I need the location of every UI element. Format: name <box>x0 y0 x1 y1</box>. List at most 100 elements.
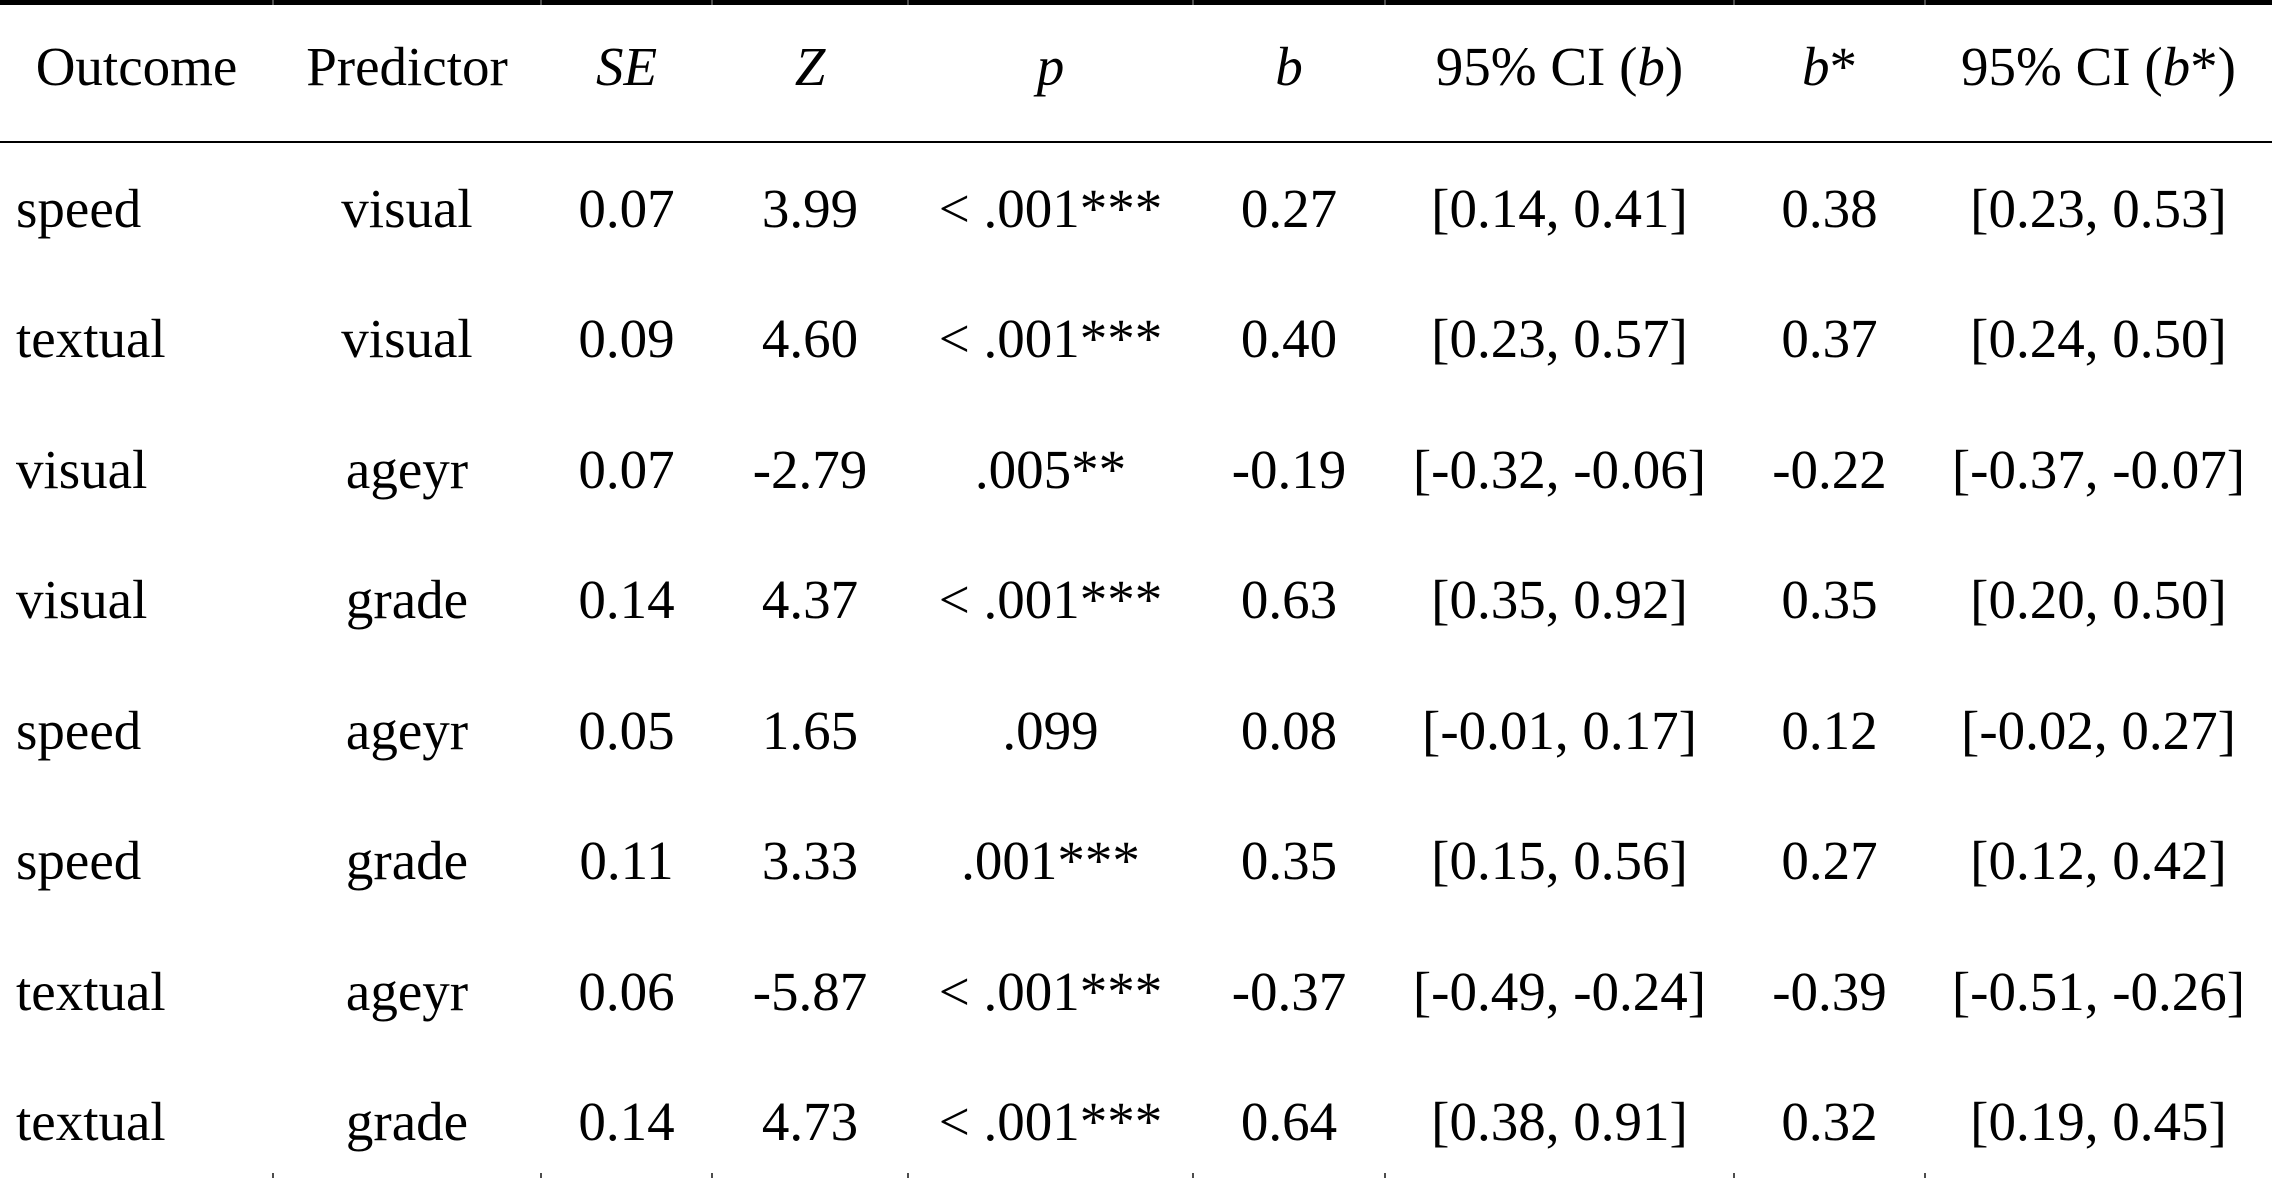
cell-z: 3.99 <box>761 177 859 239</box>
column-boundary-notch <box>1191 127 1195 129</box>
column-header-b: b <box>1193 2 1385 143</box>
column-boundary-notch <box>1732 127 1736 129</box>
column-header-predictor: Predictor <box>273 2 541 143</box>
column-header-ci_b: 95% CI (b) <box>1385 2 1734 143</box>
cell-b: 0.35 <box>1240 830 1338 892</box>
column-boundary-notch <box>271 127 275 129</box>
cell-outcome: speed <box>16 699 142 761</box>
cell-se: 0.11 <box>579 830 674 892</box>
table-row: speed grade 0.11 3.33 .001*** 0.35 [0.15, 0.56… <box>0 796 2272 927</box>
table-row: speed ageyr 0.05 1.65 .099 0.08 [-0.01, 0.17] 0… <box>0 665 2272 796</box>
column-boundary-notch <box>1924 0 1926 5</box>
cell-p: < .001*** <box>938 569 1163 631</box>
column-boundary-notch <box>1384 1173 1386 1178</box>
cell-se: 0.05 <box>578 699 675 761</box>
cell-b: 0.40 <box>1240 308 1338 370</box>
cell-predictor: visual <box>341 177 473 239</box>
cell-z: -2.79 <box>752 438 868 500</box>
cell-b: -0.19 <box>1231 438 1347 500</box>
cell-b: 0.27 <box>1240 177 1338 239</box>
table-row: visual grade 0.14 4.37 < .001*** 0.63 [0.35, 0… <box>0 535 2272 666</box>
cell-p: < .001*** <box>938 177 1163 239</box>
cell-b_star: 0.37 <box>1781 308 1878 370</box>
cell-z: 3.33 <box>761 830 859 892</box>
column-boundary-notch <box>272 0 274 5</box>
cell-b_star: 0.32 <box>1781 1091 1878 1153</box>
cell-ci_b_star: [0.19, 0.45] <box>1970 1091 2227 1153</box>
column-boundary-notch <box>1383 127 1387 129</box>
column-header-outcome: Outcome <box>0 2 273 143</box>
cell-outcome: textual <box>16 960 166 1022</box>
cell-p: .005** <box>974 438 1127 500</box>
cell-ci_b_star: [-0.51, -0.26] <box>1951 960 2246 1022</box>
cell-ci_b_star: [-0.37, -0.07] <box>1951 438 2246 500</box>
table-row: visual ageyr 0.07 -2.79 .005** -0.19 [-0.32, -… <box>0 404 2272 535</box>
cell-b_star: -0.39 <box>1772 960 1887 1022</box>
column-header-ci_b_star: 95% CI (b*) <box>1925 2 2272 143</box>
cell-z: 4.60 <box>761 308 859 370</box>
cell-p: .099 <box>1002 699 1099 761</box>
cell-z: 1.65 <box>761 699 859 761</box>
cell-z: -5.87 <box>752 960 868 1022</box>
cell-predictor: grade <box>345 1091 469 1153</box>
cell-predictor: grade <box>345 830 469 892</box>
column-boundary-notch <box>1384 0 1386 5</box>
cell-outcome: textual <box>16 308 166 370</box>
column-boundary-notch <box>540 0 542 5</box>
cell-outcome: speed <box>16 177 142 239</box>
column-boundary-notch <box>711 0 713 5</box>
cell-p: .001*** <box>961 830 1140 892</box>
table-row: textual visual 0.09 4.60 < .001*** 0.40 [0.23,… <box>0 274 2272 405</box>
table-body: speed visual 0.07 3.99 < .001*** 0.27 [0.14, 0… <box>0 142 2272 1183</box>
cell-predictor: ageyr <box>345 699 469 761</box>
column-boundary-notch <box>711 1173 713 1178</box>
column-boundary-notch <box>1924 1173 1926 1178</box>
cell-outcome: speed <box>16 830 142 892</box>
column-boundary-notch <box>1192 0 1194 5</box>
column-boundary-notch <box>1923 127 1927 129</box>
column-header-b_star: b* <box>1734 2 1925 143</box>
cell-se: 0.09 <box>578 308 675 370</box>
cell-predictor: visual <box>341 308 473 370</box>
column-boundary-notch <box>540 1173 542 1178</box>
cell-ci_b_star: [0.20, 0.50] <box>1970 569 2227 631</box>
cell-b: -0.37 <box>1231 960 1347 1022</box>
cell-se: 0.07 <box>578 438 675 500</box>
cell-ci_b: [-0.49, -0.24] <box>1412 960 1707 1022</box>
cell-se: 0.14 <box>578 569 675 631</box>
cell-outcome: visual <box>16 438 148 500</box>
column-boundary-notch <box>539 127 543 129</box>
cell-b_star: -0.22 <box>1772 438 1887 500</box>
cell-outcome: visual <box>16 569 148 631</box>
cell-b: 0.64 <box>1240 1091 1338 1153</box>
cell-ci_b: [0.15, 0.56] <box>1431 830 1688 892</box>
cell-b: 0.08 <box>1240 699 1338 761</box>
cell-p: < .001*** <box>938 960 1163 1022</box>
cell-ci_b_star: [0.12, 0.42] <box>1970 830 2227 892</box>
cell-predictor: ageyr <box>345 438 469 500</box>
cell-b_star: 0.35 <box>1781 569 1878 631</box>
cell-b_star: 0.27 <box>1781 830 1878 892</box>
table-row: speed visual 0.07 3.99 < .001*** 0.27 [0.14, 0… <box>0 142 2272 274</box>
cell-b_star: 0.38 <box>1781 177 1878 239</box>
column-boundary-notch <box>1192 1173 1194 1178</box>
column-boundary-notch <box>906 127 910 129</box>
cell-ci_b: [-0.32, -0.06] <box>1412 438 1707 500</box>
cell-ci_b: [0.14, 0.41] <box>1431 177 1688 239</box>
cell-se: 0.06 <box>578 960 675 1022</box>
column-boundary-notch <box>710 127 714 129</box>
cell-b_star: 0.12 <box>1781 699 1878 761</box>
cell-outcome: textual <box>16 1091 166 1153</box>
cell-ci_b: [-0.01, 0.17] <box>1422 699 1697 761</box>
cell-ci_b: [0.23, 0.57] <box>1431 308 1688 370</box>
cell-b: 0.63 <box>1240 569 1338 631</box>
column-header-se: SE <box>541 2 712 143</box>
cell-se: 0.07 <box>578 177 675 239</box>
column-boundary-notch <box>907 0 909 5</box>
cell-ci_b_star: [0.23, 0.53] <box>1970 177 2227 239</box>
column-boundary-notch <box>272 1173 274 1178</box>
table-row: textual ageyr 0.06 -5.87 < .001*** -0.37 [-0.4… <box>0 926 2272 1057</box>
column-boundary-notch <box>1733 1173 1735 1178</box>
